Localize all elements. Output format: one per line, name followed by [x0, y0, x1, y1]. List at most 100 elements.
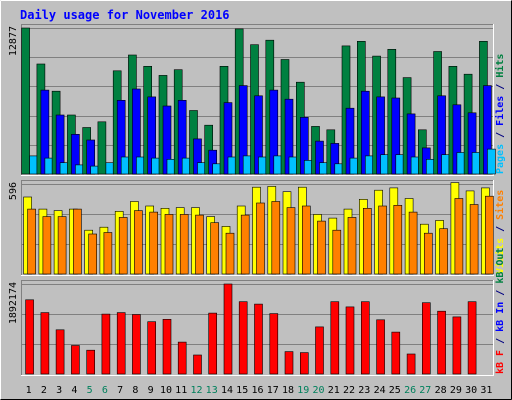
- legend-part: Files: [494, 96, 506, 126]
- bar-kb-f: [238, 301, 248, 375]
- x-tick-label: 4: [71, 385, 77, 396]
- bar-sites: [439, 228, 448, 275]
- bar-kb-f: [193, 354, 202, 375]
- bar-kb-f: [391, 331, 401, 375]
- x-tick-label: 10: [160, 385, 172, 396]
- x-tick-label: 25: [389, 385, 401, 396]
- bar-pages: [44, 157, 54, 175]
- x-tick-label: 11: [175, 385, 187, 396]
- legend-part: /: [495, 220, 506, 238]
- x-tick-label: 5: [87, 385, 93, 396]
- bar-pages: [273, 155, 283, 175]
- panel-top-ymax-label: 12877: [8, 26, 19, 56]
- bar-kb-f: [71, 345, 80, 375]
- bar-pages: [258, 156, 267, 175]
- bar-pages: [227, 156, 237, 175]
- panel-middle-ymax-label: 596: [8, 182, 19, 200]
- legend-part: kB Out: [495, 248, 506, 284]
- bar-pages: [288, 156, 298, 175]
- bar-sites: [423, 232, 433, 275]
- bar-pages: [380, 154, 389, 175]
- bar-sites: [103, 232, 113, 275]
- bar-kb-f: [208, 312, 217, 375]
- legend-part: kB In: [495, 302, 506, 332]
- bar-sites: [393, 205, 403, 275]
- bar-sites: [164, 214, 174, 275]
- bar-sites: [134, 210, 143, 275]
- bar-pages: [425, 159, 435, 175]
- bar-pages: [441, 154, 450, 175]
- bar-pages: [395, 154, 405, 175]
- x-tick-label: 23: [358, 385, 370, 396]
- bar-pages: [90, 165, 99, 175]
- x-tick-label: 24: [374, 385, 386, 396]
- x-tick-label: 8: [132, 385, 138, 396]
- legend-part: /: [495, 284, 506, 302]
- legend-part: /: [495, 126, 506, 144]
- bar-sites: [195, 214, 204, 275]
- bar-sites: [347, 217, 357, 275]
- x-tick-label: 9: [148, 385, 154, 396]
- bar-sites: [73, 208, 82, 275]
- x-tick-label: 16: [251, 385, 263, 396]
- panel-top-legend: Pages / Files / Hits: [494, 54, 506, 174]
- x-tick-label: 30: [465, 385, 477, 396]
- bar-kb-f: [421, 302, 431, 375]
- x-tick-label: 20: [312, 385, 324, 396]
- x-tick-label: 2: [41, 385, 47, 396]
- bar-sites: [210, 222, 219, 275]
- bar-pages: [456, 152, 466, 175]
- panel-bottom-legend: kB F / kB In / kB Out: [495, 248, 506, 374]
- bar-kb-f: [269, 313, 279, 375]
- bar-sites: [149, 211, 158, 275]
- x-tick-label: 29: [450, 385, 462, 396]
- x-tick-label: 14: [221, 385, 233, 396]
- bar-kb-f: [284, 351, 294, 375]
- x-tick-label: 26: [404, 385, 416, 396]
- x-tick-label: 6: [102, 385, 108, 396]
- legend-part: Pages: [495, 144, 506, 174]
- x-tick-label: 18: [282, 385, 294, 396]
- bar-sites: [469, 204, 479, 275]
- x-tick-label: 15: [236, 385, 248, 396]
- bar-sites: [454, 198, 464, 275]
- bar-kb-f: [330, 301, 340, 375]
- bar-sites: [27, 208, 36, 275]
- x-tick-label: 17: [267, 385, 279, 396]
- bar-sites: [317, 220, 326, 275]
- bar-sites: [118, 217, 128, 275]
- x-tick-label: 7: [117, 385, 123, 396]
- x-tick-label: 3: [56, 385, 62, 396]
- bar-kb-f: [437, 310, 446, 375]
- bar-kb-f: [452, 316, 462, 375]
- x-tick-label: 12: [190, 385, 202, 396]
- bar-sites: [485, 195, 494, 275]
- legend-part: Sites: [494, 190, 506, 220]
- bar-pages: [29, 155, 38, 175]
- bar-sites: [408, 211, 418, 275]
- bar-pages: [212, 163, 221, 175]
- bar-kb-f: [101, 313, 111, 375]
- bar-pages: [59, 162, 69, 175]
- x-tick-label: 31: [480, 385, 492, 396]
- bar-sites: [271, 201, 281, 275]
- bar-pages: [487, 148, 496, 175]
- bar-sites: [301, 205, 311, 275]
- bar-kb-f: [40, 312, 50, 375]
- bar-kb-f: [254, 303, 263, 375]
- legend-part: /: [495, 332, 506, 350]
- bar-kb-f: [223, 283, 233, 375]
- bar-hits: [97, 121, 107, 175]
- legend-part: kB F: [495, 350, 506, 374]
- bar-kb-f: [55, 329, 65, 375]
- x-tick-label: 21: [328, 385, 340, 396]
- x-tick-label: 19: [297, 385, 309, 396]
- legend-part: /: [495, 78, 506, 96]
- bar-kb-f: [376, 319, 385, 375]
- bar-sites: [88, 233, 97, 275]
- bar-sites: [42, 216, 52, 275]
- bar-sites: [332, 229, 342, 275]
- panel-middle-legend: Visits / Sites: [494, 190, 506, 274]
- bar-kb-f: [86, 349, 95, 375]
